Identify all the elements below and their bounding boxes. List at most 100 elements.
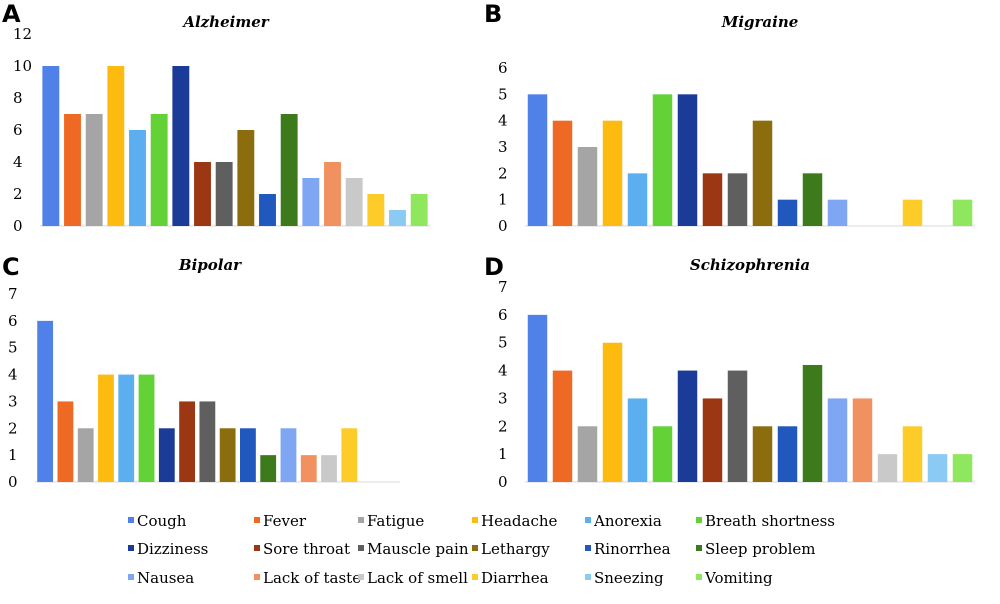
bar-fatigue <box>577 147 598 226</box>
bar-mauscle-pain <box>727 370 748 482</box>
bar-fatigue <box>85 114 103 226</box>
chart-title: Schizophrenia <box>690 256 810 274</box>
bar-rinorrhea <box>777 199 798 226</box>
bar-cough <box>527 94 548 226</box>
legend-label: Nausea <box>137 569 194 587</box>
y-tick-label: 6 <box>13 121 23 139</box>
bar-cough <box>37 320 54 482</box>
y-tick-label: 7 <box>498 278 508 296</box>
bar-headache <box>107 66 125 226</box>
chart-panel-d: D Schizophrenia 0 1 2 3 4 5 6 7 <box>484 253 975 491</box>
bar-lack-of-smell <box>321 455 337 482</box>
chart-panel-a: A Alzheimer 0 2 4 6 8 10 12 <box>2 0 430 235</box>
bar-fever <box>57 401 74 482</box>
bar-rinorrhea <box>777 426 798 482</box>
bar-fever <box>552 370 573 482</box>
panel-letter: A <box>2 0 21 28</box>
y-tick-label: 4 <box>498 362 508 380</box>
bar-rinorrhea <box>240 428 256 482</box>
legend-swatch <box>358 517 364 523</box>
y-tick-label: 8 <box>13 89 23 107</box>
bar-headache <box>98 374 114 482</box>
panel-letter: B <box>484 0 502 28</box>
bar-nausea <box>302 178 320 226</box>
legend-swatch <box>472 545 478 551</box>
legend-swatch <box>358 545 364 551</box>
bar-lack-of-taste <box>324 162 341 226</box>
bar-breath-shortness <box>150 114 168 226</box>
legend-label: Lethargy <box>481 540 550 558</box>
bar-lethargy <box>752 120 773 226</box>
y-tick-label: 3 <box>8 392 18 410</box>
bar-sleep-problem <box>260 455 277 482</box>
legend-swatch <box>254 574 260 580</box>
bar-dizziness <box>677 94 698 226</box>
y-tick-label: 2 <box>498 164 508 182</box>
y-tick-label: 4 <box>8 366 18 384</box>
bar-anorexia <box>627 398 648 482</box>
y-tick-label: 5 <box>498 85 508 103</box>
bar-sore-throat <box>702 398 723 482</box>
y-tick-label: 1 <box>498 445 508 463</box>
y-tick-label: 4 <box>13 153 23 171</box>
bar-lethargy <box>237 130 255 226</box>
bar-vomiting <box>952 454 973 482</box>
bar-fatigue <box>77 428 94 482</box>
bar-nausea <box>827 398 848 482</box>
bar-lethargy <box>752 426 773 482</box>
legend-swatch <box>472 574 478 580</box>
legend-label: Fatigue <box>367 512 424 530</box>
legend-label: Lack of taste <box>263 569 361 587</box>
bar-lack-of-taste <box>300 455 317 482</box>
bar-nausea <box>280 428 297 482</box>
bar-sneezing <box>927 454 948 482</box>
bar-anorexia <box>118 374 135 482</box>
y-tick-label: 3 <box>498 389 508 407</box>
bar-vomiting <box>410 194 428 226</box>
legend-swatch <box>128 517 134 523</box>
y-tick-label: 7 <box>8 285 18 303</box>
panel-letter: D <box>484 253 504 281</box>
bar-lack-of-smell <box>345 178 363 226</box>
y-tick-label: 2 <box>498 417 508 435</box>
legend-swatch <box>128 545 134 551</box>
bar-fever <box>552 120 573 226</box>
y-tick-label: 0 <box>498 473 508 491</box>
legend-swatch <box>128 574 134 580</box>
chart-title: Migraine <box>721 13 799 31</box>
legend-swatch <box>696 545 702 551</box>
y-tick-label: 6 <box>8 312 18 330</box>
legend-swatch <box>696 574 702 580</box>
bar-anorexia <box>129 130 146 226</box>
bar-mauscle-pain <box>215 162 233 226</box>
bar-diarrhea <box>367 194 385 226</box>
y-tick-label: 10 <box>13 57 32 75</box>
legend-label: Dizziness <box>137 540 208 558</box>
bar-headache <box>602 120 623 226</box>
y-tick-label: 0 <box>498 217 508 235</box>
bar-headache <box>602 342 623 482</box>
bar-sleep-problem <box>802 365 823 482</box>
panel-letter: C <box>2 253 20 281</box>
bar-breath-shortness <box>652 426 673 482</box>
legend-label: Headache <box>481 512 558 530</box>
bar-sneezing <box>389 210 406 226</box>
bar-lack-of-taste <box>852 398 873 482</box>
bar-rinorrhea <box>259 194 276 226</box>
legend-label: Anorexia <box>593 512 662 530</box>
y-tick-label: 6 <box>498 59 508 77</box>
y-tick-label: 5 <box>8 339 18 357</box>
bar-breath-shortness <box>138 374 155 482</box>
bar-diarrhea <box>341 428 358 482</box>
bar-mauscle-pain <box>199 401 216 482</box>
legend-label: Vomiting <box>704 569 773 587</box>
legend-swatch <box>585 517 591 523</box>
bar-lack-of-smell <box>877 454 898 482</box>
y-tick-label: 3 <box>498 138 508 156</box>
bar-fever <box>64 114 81 226</box>
legend-swatch <box>585 545 591 551</box>
chart-title: Bipolar <box>178 256 242 274</box>
y-tick-label: 6 <box>498 306 508 324</box>
legend-swatch <box>696 517 702 523</box>
